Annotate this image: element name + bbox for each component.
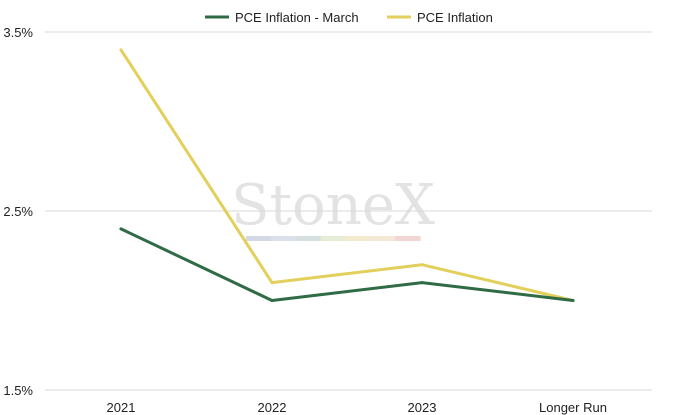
stonex-watermark: StoneX ®	[231, 173, 435, 241]
data-point	[571, 299, 575, 302]
watermark-stripe-segment	[320, 236, 346, 241]
data-point	[270, 281, 274, 285]
watermark-stripe-segment	[345, 236, 371, 241]
data-point	[420, 281, 424, 285]
watermark-registered-mark: ®	[421, 183, 430, 193]
watermark-stripe-segment	[370, 236, 396, 241]
x-tick-label: 2023	[408, 400, 437, 415]
legend-label: PCE Inflation - March	[235, 10, 359, 25]
y-tick-label: 2.5%	[3, 204, 33, 219]
gridlines	[45, 31, 652, 391]
series-line-pce-inflation	[119, 48, 575, 302]
series-lines	[119, 48, 575, 302]
data-point	[119, 227, 123, 231]
y-axis-tick-labels: 1.5% 2.5% 3.5%	[3, 25, 33, 398]
legend-label: PCE Inflation	[417, 10, 493, 25]
watermark-color-stripe	[246, 236, 421, 241]
data-point	[270, 299, 274, 302]
x-tick-label: 2022	[258, 400, 287, 415]
y-tick-label: 1.5%	[3, 383, 33, 398]
legend: PCE Inflation - March PCE Inflation	[205, 10, 493, 25]
y-tick-label: 3.5%	[3, 25, 33, 40]
data-point	[119, 48, 123, 52]
x-tick-label: 2021	[107, 400, 136, 415]
watermark-stripe-segment	[295, 236, 322, 241]
data-point	[420, 263, 424, 267]
watermark-stripe-segment	[395, 236, 421, 241]
x-tick-label: Longer Run	[539, 400, 607, 415]
watermark-stripe-segment	[246, 236, 272, 241]
watermark-stripe-segment	[270, 236, 297, 241]
series-line-pce-inflation-march	[119, 227, 575, 302]
x-axis-tick-labels: 2021 2022 2023 Longer Run	[107, 400, 607, 415]
watermark-text: StoneX	[231, 173, 435, 238]
